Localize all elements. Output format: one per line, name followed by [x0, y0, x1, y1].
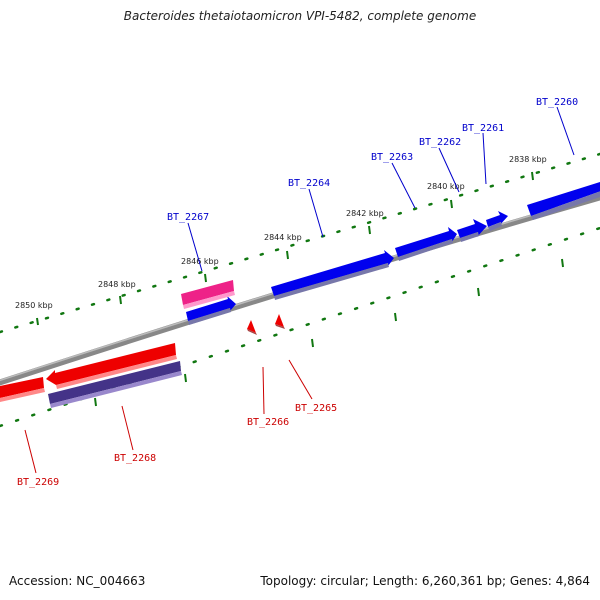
gene-BT_2264-arrow[interactable]: [271, 250, 394, 300]
gene-label-BT_2260[interactable]: BT_2260: [536, 97, 578, 108]
gene-BT_2269-arrow[interactable]: [0, 377, 45, 402]
gene-label-BT_2263[interactable]: BT_2263: [371, 152, 413, 163]
map-title: Bacteroides thetaiotaomicron VPI-5482, c…: [123, 9, 477, 23]
ruler-label-2838: 2838 kbp: [509, 155, 547, 164]
gene-label-BT_2261[interactable]: BT_2261: [462, 123, 504, 134]
gene-BT_2261-arrow[interactable]: [486, 211, 508, 231]
gene-label-BT_2267[interactable]: BT_2267: [167, 212, 209, 223]
gene-label-BT_2269[interactable]: BT_2269: [17, 477, 59, 488]
gene-BT_2268-second-arrow[interactable]: [48, 361, 182, 408]
gene-BT_2260-arrow[interactable]: [527, 182, 600, 220]
gene-label-BT_2268[interactable]: BT_2268: [114, 453, 156, 464]
ruler-label-2840: 2840 kbp: [427, 182, 465, 191]
accession-info: Accession: NC_004663: [9, 574, 146, 588]
gene-BT_2267-arrow[interactable]: [186, 296, 236, 325]
highlight-gene-band[interactable]: [181, 280, 235, 309]
ruler-label-2848: 2848 kbp: [98, 280, 136, 289]
gene-label-BT_2265[interactable]: BT_2265: [295, 403, 337, 414]
gene-BT_2265-arrow[interactable]: [275, 314, 285, 329]
label-leaders: [24, 106, 575, 474]
ruler-label-2850: 2850 kbp: [15, 301, 53, 310]
ruler-label-2844: 2844 kbp: [264, 233, 302, 242]
major-ticks: [36, 171, 564, 407]
gene-label-BT_2264[interactable]: BT_2264: [288, 178, 330, 189]
gene-BT_2266-arrow[interactable]: [247, 320, 257, 335]
gene-BT_2263-arrow[interactable]: [395, 227, 457, 261]
inner-tick-row: [0, 226, 600, 428]
gene-label-BT_2266[interactable]: BT_2266: [247, 417, 289, 428]
ruler-label-2846: 2846 kbp: [181, 257, 219, 266]
gene-label-BT_2262[interactable]: BT_2262: [419, 137, 461, 148]
gene-BT_2262-arrow[interactable]: [457, 219, 487, 242]
gene-BT_2268-arrow[interactable]: [46, 343, 177, 389]
genome-summary: Topology: circular; Length: 6,260,361 bp…: [260, 574, 590, 588]
ruler-label-2842: 2842 kbp: [346, 209, 384, 218]
